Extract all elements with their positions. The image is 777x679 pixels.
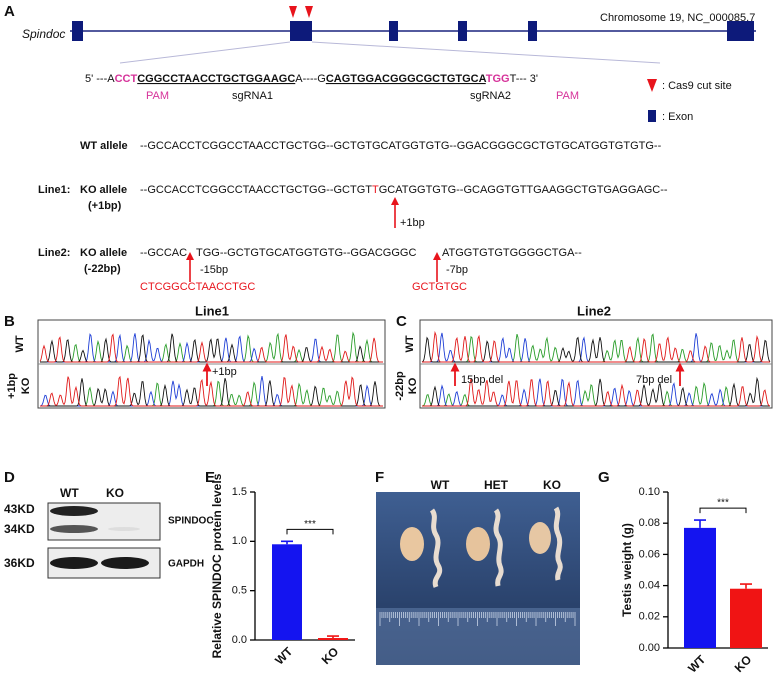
- y-tick-label: 0.08: [639, 517, 660, 529]
- y-tick-label: 1.0: [232, 535, 247, 547]
- row-label: WT: [404, 335, 416, 352]
- significance: ***: [304, 519, 316, 530]
- trace: [40, 375, 383, 407]
- row-label: KO: [20, 377, 32, 394]
- y-tick-label: 0.02: [639, 611, 660, 623]
- deleted-sequence: CTCGGCCTAACCTGC: [140, 281, 255, 293]
- x-tick-label: KO: [319, 644, 342, 667]
- annotation: 15bp del: [461, 374, 503, 386]
- target-sequence: 5' ---ACCTCGGCCTAACCTGCTGGAAGCA----GCAGT…: [85, 73, 538, 85]
- allele-sequence: --GCCAC: [140, 247, 187, 259]
- testis-photo: [376, 492, 580, 665]
- row-label: WT: [14, 335, 26, 352]
- error-bar: [694, 519, 706, 528]
- y-axis-label: Relative SPINDOC protein levels: [210, 473, 224, 658]
- gene-name: Spindoc: [22, 27, 65, 41]
- row-label: KO: [407, 377, 419, 394]
- allele-label: KO allele: [80, 184, 127, 196]
- row-label: +1bp: [6, 373, 18, 399]
- sgrna-label: sgRNA1: [232, 90, 273, 102]
- y-tick-label: 0.10: [639, 486, 660, 498]
- gene-structure: [70, 6, 756, 64]
- bar: [272, 544, 302, 640]
- bar: [684, 527, 716, 648]
- legend-text: : Cas9 cut site: [662, 80, 732, 92]
- x-tick-label: WT: [272, 644, 296, 668]
- x-tick-label: KO: [732, 652, 755, 675]
- x-tick-label: WT: [685, 652, 709, 676]
- panel-label: G: [598, 469, 610, 486]
- panel-label: D: [4, 469, 15, 486]
- y-tick-label: 0.0: [232, 634, 247, 646]
- legend-exon-icon: [648, 110, 656, 122]
- allele-sequence: ATGGTGTGTGGGGCTGA--: [442, 247, 582, 259]
- y-axis-label: Testis weight (g): [620, 523, 634, 617]
- allele-label: WT allele: [80, 140, 128, 152]
- trace: [422, 378, 771, 407]
- lane-label: WT: [60, 486, 79, 500]
- protein-label: GAPDH: [168, 559, 204, 570]
- allele-label: KO allele: [80, 247, 127, 259]
- protein-label: SPINDOC: [168, 516, 214, 527]
- legend-text: : Exon: [662, 111, 693, 123]
- significance-bracket: [286, 528, 334, 535]
- annotation: 7bp del: [636, 374, 672, 386]
- y-tick-label: 0.00: [639, 642, 660, 654]
- line-label: Line1:: [38, 184, 70, 196]
- y-tick-label: 1.5: [232, 486, 247, 498]
- marker-label: 36KD: [4, 556, 35, 570]
- y-tick-label: 0.06: [639, 548, 660, 560]
- allele-sublabel: (+1bp): [88, 200, 122, 212]
- significance-bracket: [699, 507, 747, 514]
- annotation: -15bp: [200, 264, 228, 276]
- bar: [318, 638, 348, 640]
- annotation: +1bp: [212, 366, 237, 378]
- western-blot: [47, 502, 161, 579]
- annotation: +1bp: [400, 217, 425, 229]
- sgrna-label: sgRNA2: [470, 90, 511, 102]
- group-label: HET: [484, 478, 509, 492]
- allele-sublabel: (-22bp): [84, 263, 121, 275]
- allele-sequence: --GCCACCTCGGCCTAACCTGCTGG--GCTGTGCATGGTG…: [140, 140, 662, 152]
- panel-label: C: [396, 313, 407, 330]
- bar: [730, 588, 762, 648]
- pam-label: PAM: [556, 90, 579, 102]
- trace: [422, 330, 770, 363]
- panel-label: B: [4, 313, 15, 330]
- chromatogram: [39, 331, 383, 407]
- allele-sequence: --GCCACCTCGGCCTAACCTGCTGG--GCTGTTGCATGGT…: [140, 184, 668, 196]
- deleted-sequence: GCTGTGC: [412, 281, 467, 293]
- error-bar: [740, 583, 752, 589]
- error-bar: [281, 540, 293, 545]
- marker-label: 43KD: [4, 502, 35, 516]
- panel-label: E: [205, 469, 215, 486]
- legend-cut-icon: [647, 79, 657, 92]
- allele-sequence: TGG--GCTGTGCATGGTGTG--GGACGGGC: [196, 247, 416, 259]
- annotation: -7bp: [446, 264, 468, 276]
- trace: [39, 333, 383, 363]
- error-bar: [327, 635, 339, 639]
- marker-label: 34KD: [4, 522, 35, 536]
- panel-label: A: [4, 3, 15, 20]
- chromosome: Chromosome 19, NC_000085.7: [600, 12, 755, 24]
- line-label: Line2:: [38, 247, 70, 259]
- pam-label: PAM: [146, 90, 169, 102]
- significance: ***: [717, 498, 729, 509]
- panel-title: Line2: [577, 303, 611, 318]
- trace: [40, 333, 383, 363]
- group-label: WT: [431, 478, 450, 492]
- panel-label: F: [375, 469, 384, 486]
- y-tick-label: 0.5: [232, 585, 247, 597]
- chromatogram: [421, 330, 771, 407]
- y-tick-label: 0.04: [639, 580, 660, 592]
- lane-label: KO: [106, 486, 124, 500]
- group-label: KO: [543, 478, 561, 492]
- row-label: -22bp: [394, 371, 406, 401]
- panel-title: Line1: [195, 303, 229, 318]
